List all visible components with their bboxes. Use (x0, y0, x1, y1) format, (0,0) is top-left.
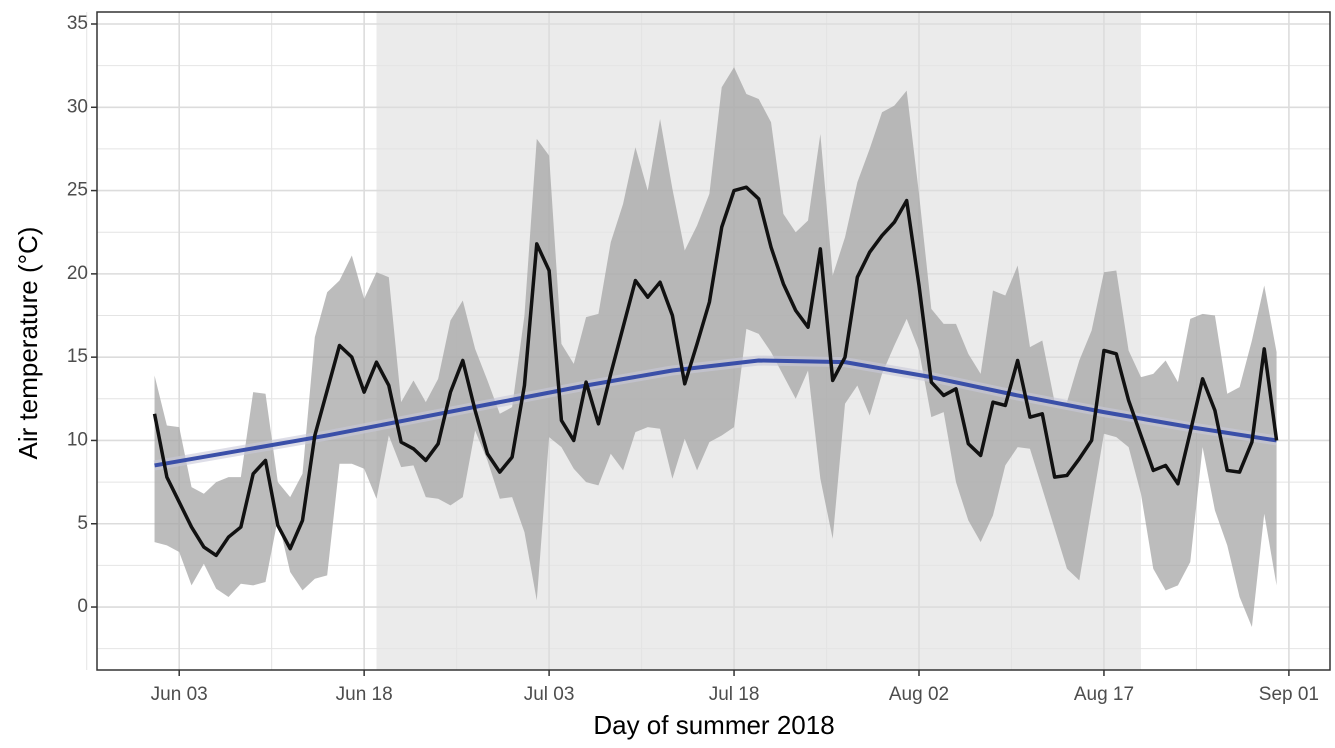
x-tick-label: Aug 02 (889, 684, 949, 705)
y-tick-label: 35 (67, 13, 88, 34)
x-tick-label: Jun 03 (151, 684, 208, 705)
x-tick-label: Jun 18 (336, 684, 393, 705)
y-tick-label: 25 (67, 180, 88, 201)
x-tick-label: Jul 18 (709, 684, 760, 705)
y-tick-label: 5 (77, 513, 88, 534)
smooth-line (154, 358, 1277, 468)
y-tick-label: 10 (67, 429, 88, 450)
x-tick-label: Sep 01 (1259, 684, 1319, 705)
range-ribbon (154, 67, 1277, 628)
x-tick-label: Aug 17 (1074, 684, 1134, 705)
mean-line (152, 185, 1279, 558)
x-axis-title: Day of summer 2018 (593, 710, 834, 740)
y-tick-label: 20 (67, 263, 88, 284)
x-tick-label: Jul 03 (524, 684, 575, 705)
y-axis-title: Air temperature (°C) (13, 227, 43, 460)
plot-border (96, 11, 1331, 671)
y-tick-label: 30 (67, 96, 88, 117)
y-tick-label: 0 (77, 596, 88, 617)
y-tick-label: 15 (67, 346, 88, 367)
